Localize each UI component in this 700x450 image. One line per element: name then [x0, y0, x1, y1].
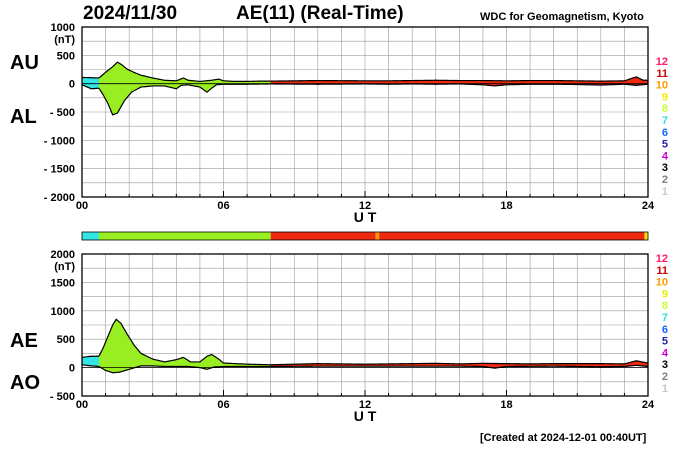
aeao-y-unit-label: (nT) [54, 261, 75, 273]
aual-x-tick-label: 18 [500, 200, 512, 212]
aeao-x-tick-label: 24 [642, 399, 655, 411]
aeao-y-tick-label: - 500 [50, 391, 75, 403]
aeao-y-tick-label: 500 [57, 334, 75, 346]
status-bar-segment [644, 232, 648, 240]
aual-series-label-al: AL [10, 106, 37, 128]
chart-title: AE(11) (Real-Time) [236, 3, 404, 24]
aual-series-label-au: AU [10, 52, 39, 74]
status-bar-segment [379, 232, 645, 240]
aual-y-tick-label: - 1000 [44, 135, 75, 147]
created-timestamp: [Created at 2024-12-01 00:40UT] [480, 432, 647, 444]
aual-y-tick-label: 1000 [51, 22, 75, 34]
aeao-legend-number: 1 [662, 383, 668, 395]
aeao-y-tick-label: 2000 [51, 249, 75, 261]
aual-x-tick-label: 06 [217, 200, 229, 212]
aual-legend-number: 7 [662, 115, 668, 127]
aeao-legend-number: 2 [662, 371, 668, 383]
aeao-legend-number: 11 [656, 265, 668, 277]
aual-legend-number: 4 [662, 150, 669, 162]
aeao-series-label-ae: AE [10, 330, 38, 352]
aeao-fill-segment-1 [98, 319, 271, 373]
aeao-legend-number: 4 [662, 347, 669, 359]
aual-x-axis-label: U T [354, 209, 377, 225]
aual-x-tick-label: 24 [642, 200, 655, 212]
aual-y-tick-label: - 2000 [44, 192, 75, 204]
aual-legend-number: 2 [662, 174, 668, 186]
aeao-x-tick-label: 18 [500, 399, 512, 411]
aeao-legend-number: 7 [662, 312, 668, 324]
aeao-legend-number: 9 [662, 288, 668, 300]
aual-x-tick-label: 12 [359, 200, 371, 212]
aeao-y-tick-label: 0 [69, 363, 75, 375]
aeao-legend-number: 10 [656, 277, 668, 289]
aeao-legend-number: 12 [656, 253, 668, 265]
aeao-x-tick-label: 06 [217, 399, 229, 411]
status-bar-segment [82, 232, 99, 240]
aual-y-tick-label: 500 [57, 50, 75, 62]
aual-legend-number: 1 [662, 186, 668, 198]
aual-x-tick-label: 00 [76, 200, 88, 212]
aeao-ao-line [81, 364, 649, 374]
aeao-legend-number: 3 [662, 359, 668, 371]
source-label: WDC for Geomagnetism, Kyoto [480, 11, 644, 23]
aual-fill-segment-0 [82, 77, 99, 89]
aeao-ae-line [81, 318, 649, 366]
aual-legend-number: 6 [662, 127, 668, 139]
aeao-series-label-ao: AO [10, 372, 40, 394]
aual-fill-segment-1 [98, 62, 271, 115]
date-title: 2024/11/30 [83, 3, 178, 24]
status-bar-segment [375, 232, 380, 240]
aual-y-tick-label: - 1500 [44, 164, 75, 176]
aual-au-line [81, 61, 648, 83]
aual-legend-number: 3 [662, 162, 668, 174]
aeao-legend-number: 6 [662, 324, 668, 336]
aual-legend-number: 5 [662, 139, 668, 151]
aeao-y-tick-label: 1500 [51, 277, 75, 289]
aual-legend-number: 11 [656, 68, 668, 80]
aual-y-unit-label: (nT) [54, 34, 75, 46]
aual-legend-number: 12 [656, 56, 668, 68]
aeao-legend-number: 8 [662, 300, 668, 312]
status-bar-frame [81, 231, 649, 241]
aual-legend-number: 8 [662, 103, 668, 115]
aual-y-tick-label: 0 [69, 79, 75, 91]
aual-legend-number: 10 [656, 80, 668, 92]
aual-y-tick-label: - 500 [50, 107, 75, 119]
aeao-y-tick-label: 1000 [51, 306, 75, 318]
aeao-legend-number: 5 [662, 336, 668, 348]
aual-legend-number: 9 [662, 91, 668, 103]
aeao-x-axis-label: U T [354, 408, 377, 424]
aeao-x-tick-label: 00 [76, 399, 88, 411]
aeao-x-tick-label: 12 [359, 399, 371, 411]
status-bar-segment [270, 232, 376, 240]
aeao-fill-segment-0 [82, 356, 99, 367]
status-bar-segment [98, 232, 271, 240]
